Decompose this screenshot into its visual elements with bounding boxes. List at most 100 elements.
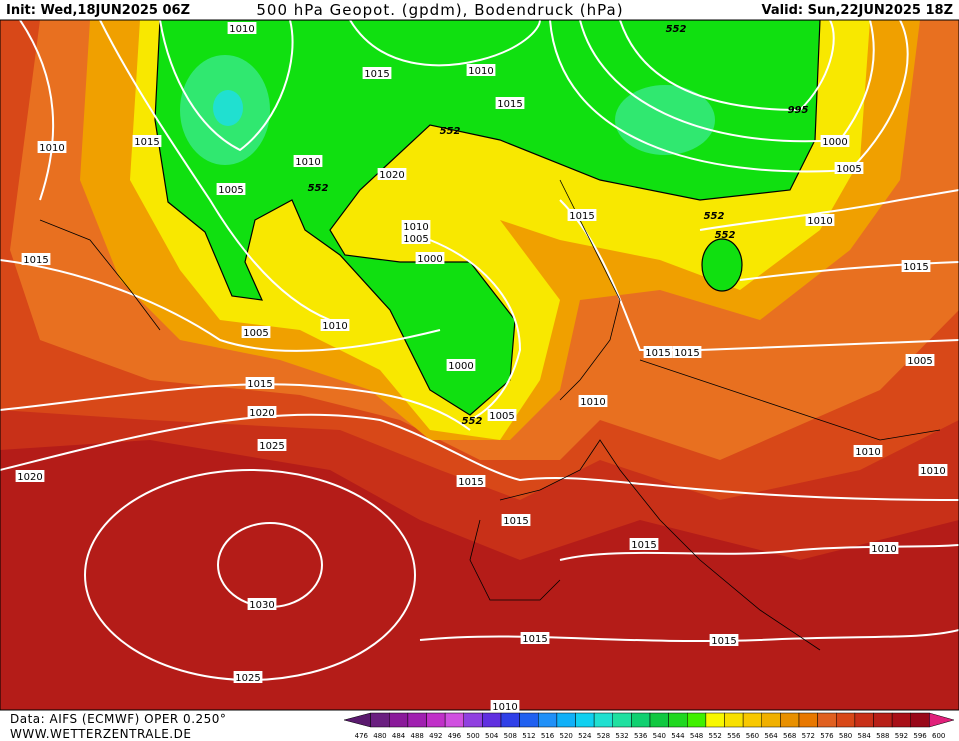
colorbar-label: 548	[690, 732, 703, 740]
isobar-label: 552	[462, 416, 483, 427]
label-box	[487, 409, 517, 421]
low-core	[615, 85, 715, 155]
colorbar-label: 544	[671, 732, 685, 740]
colorbar-box	[724, 712, 744, 728]
map-title: 500 hPa Geopot. (gpdm), Bodendruck (hPa)	[256, 1, 623, 19]
label-box	[216, 183, 246, 195]
label-box	[227, 22, 257, 34]
colorbar-label: 484	[392, 732, 406, 740]
label-box	[918, 464, 948, 476]
colorbar-box	[426, 712, 446, 728]
isobar-label: 1000	[822, 137, 847, 148]
isobar-label: 552	[704, 211, 725, 222]
label-box	[901, 260, 931, 272]
label-box	[490, 700, 520, 712]
label-box	[446, 359, 476, 371]
label-box	[401, 232, 431, 244]
map-frame	[0, 19, 959, 711]
label-box	[362, 67, 392, 79]
colorbar-label: 508	[504, 732, 517, 740]
colorbar-label: 572	[802, 732, 815, 740]
isobar-label: 1015	[247, 379, 272, 390]
colorbar-box	[705, 712, 725, 728]
colorbar-box	[407, 712, 427, 728]
isobar-label: 1010	[403, 222, 428, 233]
colorbar-box	[612, 712, 632, 728]
colorbar-box	[780, 712, 800, 728]
colorbar-box	[742, 712, 762, 728]
colorbar-box	[538, 712, 558, 728]
colorbar-label: 580	[839, 732, 852, 740]
isobar-label: 1015	[674, 348, 699, 359]
isobar-label: 1015	[458, 477, 483, 488]
label-box	[247, 598, 277, 610]
colorbar-arrow	[929, 712, 955, 728]
label-box	[578, 395, 608, 407]
colorbar-label: 556	[727, 732, 741, 740]
label-box	[247, 406, 277, 418]
colorbar-box	[854, 712, 874, 728]
colorbar-label: 596	[913, 732, 927, 740]
isobar-label: 1025	[235, 673, 260, 684]
colorbar-box	[556, 712, 576, 728]
colorbar-label: 592	[895, 732, 908, 740]
colorbar-box	[649, 712, 669, 728]
colorbar-label: 528	[597, 732, 610, 740]
isobar-label: 1025	[259, 441, 284, 452]
colorbar-label: 536	[634, 732, 648, 740]
colorbar-label: 564	[764, 732, 778, 740]
isobar-label: 1015	[522, 634, 547, 645]
label-box	[15, 470, 45, 482]
label-box	[805, 214, 835, 226]
colorbar-label: 516	[541, 732, 555, 740]
isobar-label: 1005	[907, 356, 932, 367]
colorbar-label: 552	[709, 732, 722, 740]
label-box	[834, 162, 864, 174]
colorbar-box	[798, 712, 818, 728]
colorbar-label: 600	[932, 732, 945, 740]
isobar-label: 1005	[218, 185, 243, 196]
isobar-label: 1000	[417, 254, 442, 265]
label-box	[567, 209, 597, 221]
isobar-label: 1010	[322, 321, 347, 332]
colorbar-box	[873, 712, 893, 728]
isobar-label: 1010	[871, 544, 896, 555]
isobar-label: 1010	[229, 24, 254, 35]
label-box	[233, 671, 263, 683]
colorbar-box	[370, 712, 390, 728]
label-box	[132, 135, 162, 147]
isobar-label: 1010	[807, 216, 832, 227]
isobar-label: 1015	[503, 516, 528, 527]
label-box	[415, 252, 445, 264]
valid-time: Valid: Sun,22JUN2025 18Z	[762, 3, 953, 18]
isobar-label: 1010	[492, 702, 517, 713]
isobar-label: 1020	[379, 170, 404, 181]
colorbar-label: 540	[653, 732, 666, 740]
colorbar-box	[910, 712, 930, 728]
label-box	[466, 64, 496, 76]
isobar-label: 995	[788, 105, 809, 116]
isobar-label: 1015	[497, 99, 522, 110]
isobar-label: 552	[715, 230, 736, 241]
colorbar-label: 512	[522, 732, 535, 740]
isobar-label: 1015	[134, 137, 159, 148]
colorbar-label: 492	[429, 732, 442, 740]
colorbar-box	[668, 712, 688, 728]
label-box	[672, 346, 702, 358]
isobar-label: 1015	[711, 636, 736, 647]
label-box	[257, 439, 287, 451]
isobar-label: 1005	[243, 328, 268, 339]
isobar-label: 1010	[39, 143, 64, 154]
colorbar-box	[444, 712, 464, 728]
isobar-label: 1030	[249, 600, 274, 611]
isobar-label: 552	[308, 183, 329, 194]
colorbar-box	[593, 712, 613, 728]
colorbar-label: 504	[485, 732, 499, 740]
colorbar-box	[631, 712, 651, 728]
label-box	[853, 445, 883, 457]
isobar-label: 1000	[448, 361, 473, 372]
isobar-label: 1015	[569, 211, 594, 222]
isobar-label: 1005	[836, 164, 861, 175]
label-box	[241, 326, 271, 338]
colorbar-label: 584	[858, 732, 872, 740]
